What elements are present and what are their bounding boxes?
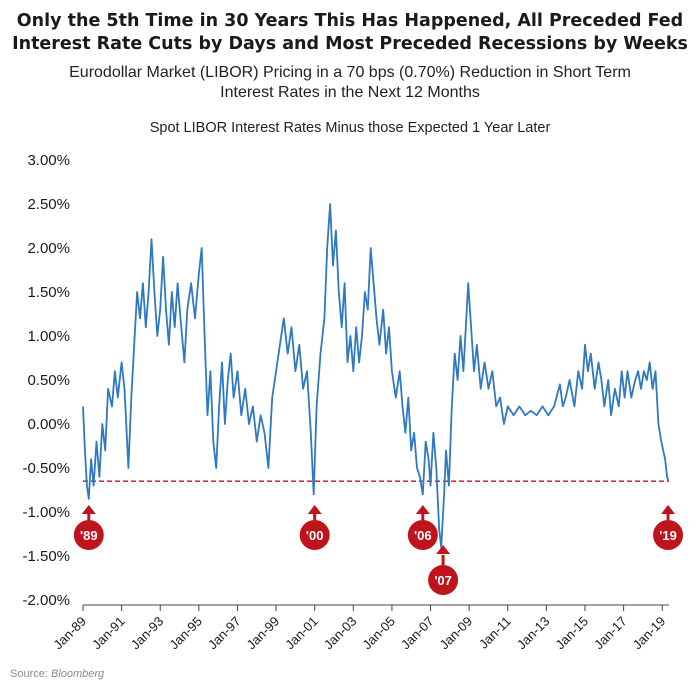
marker-badge — [299, 520, 330, 550]
marker-arrow-head — [81, 505, 96, 514]
subtitle-line-2: Interest Rates in the Next 12 Months — [220, 84, 480, 101]
chart-plot-area — [82, 203, 670, 549]
x-tick-label: Jan-15 — [552, 614, 591, 653]
chart-title: Spot LIBOR Interest Rates Minus those Ex… — [149, 120, 551, 136]
marker-badge — [407, 520, 438, 550]
y-tick-label: 2.50% — [27, 196, 70, 213]
source-label: Source: — [10, 668, 48, 680]
marker-arrow-head — [436, 545, 451, 554]
x-tick-label: Jan-03 — [321, 614, 360, 653]
x-tick-label: Jan-95 — [166, 614, 205, 653]
y-tick-label: -0.50% — [22, 460, 70, 477]
x-tick-label: Jan-97 — [205, 614, 244, 653]
event-marker: '06 — [407, 505, 438, 550]
marker-badge — [73, 520, 104, 550]
marker-label: '00 — [306, 528, 324, 543]
event-marker: '07 — [428, 545, 459, 595]
y-tick-label: 3.00% — [27, 152, 70, 169]
y-tick-label: 2.00% — [27, 240, 70, 257]
line-chart: 3.00% 2.50% 2.00% 1.50% 1.00% 0.50% 0.00% -0.50… — [22, 152, 684, 652]
title-line-2: Interest Rate Cuts by Days and Most Prec… — [12, 34, 688, 54]
series-line — [82, 203, 670, 549]
y-tick-label: 1.50% — [27, 284, 70, 301]
marker-label: '07 — [434, 573, 452, 588]
event-marker: '89 — [73, 505, 104, 550]
page-title: Only the 5th Time in 30 Years This Has H… — [0, 10, 700, 56]
x-tick-label: Jan-91 — [89, 614, 128, 653]
marker-badge — [653, 520, 684, 550]
page-subtitle: Eurodollar Market (LIBOR) Pricing in a 7… — [0, 63, 700, 103]
marker-arrow-head — [661, 505, 676, 514]
y-tick-label: 0.00% — [27, 416, 70, 433]
marker-label: '19 — [659, 528, 677, 543]
y-tick-label: -1.00% — [22, 504, 70, 521]
x-tick-label: Jan-01 — [282, 614, 321, 653]
source-name: Bloomberg — [50, 668, 105, 680]
x-tick-label: Jan-11 — [476, 614, 514, 652]
subtitle-line-1: Eurodollar Market (LIBOR) Pricing in a 7… — [69, 64, 631, 81]
marker-label: '06 — [414, 528, 432, 543]
x-tick-label: Jan-13 — [514, 614, 553, 653]
title-line-1: Only the 5th Time in 30 Years This Has H… — [16, 11, 684, 31]
x-tick-label: Jan-09 — [437, 614, 476, 653]
marker-label: '89 — [80, 528, 98, 543]
event-marker: '19 — [653, 505, 684, 550]
x-tick-label: Jan-89 — [50, 614, 89, 653]
y-tick-label: 0.50% — [27, 372, 70, 389]
x-tick-label: Jan-07 — [398, 614, 437, 653]
x-tick-label: Jan-05 — [359, 614, 398, 653]
x-tick-label: Jan-99 — [243, 614, 282, 653]
chart-axes: 3.00% 2.50% 2.00% 1.50% 1.00% 0.50% 0.00% -0.50… — [22, 152, 669, 652]
event-marker: '00 — [299, 505, 330, 550]
chart-markers: '89 '00 '06 '07 '19 — [73, 505, 684, 595]
x-tick-label: Jan-19 — [630, 614, 669, 653]
y-tick-label: -2.00% — [22, 592, 70, 609]
marker-arrow-head — [307, 505, 322, 514]
x-tick-label: Jan-93 — [128, 614, 167, 653]
y-tick-label: -1.50% — [22, 548, 70, 565]
y-tick-label: 1.00% — [27, 328, 70, 345]
marker-badge — [428, 565, 459, 595]
source-note: Source: Bloomberg — [10, 668, 104, 680]
x-tick-label: Jan-17 — [591, 614, 630, 653]
marker-arrow-head — [415, 505, 430, 514]
